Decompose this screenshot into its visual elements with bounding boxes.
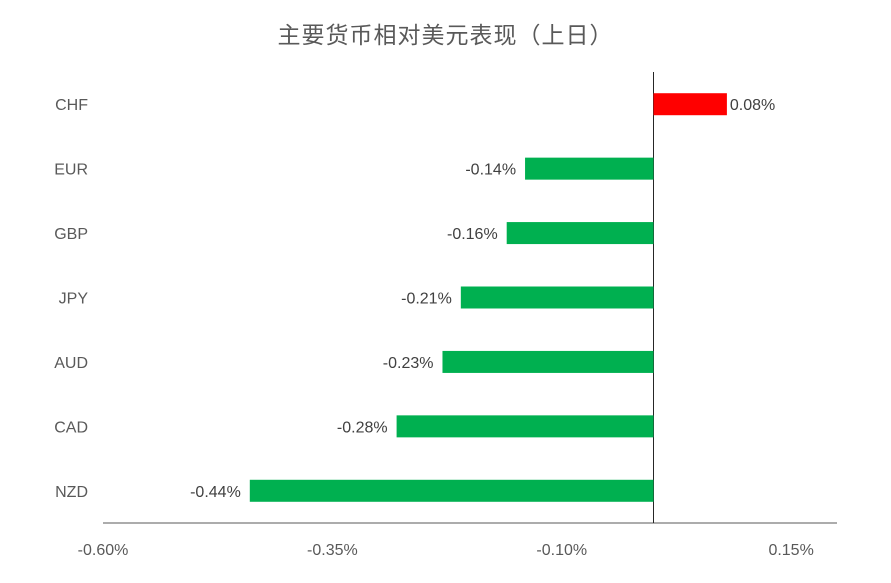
category-label: NZD xyxy=(55,484,88,501)
category-label: CAD xyxy=(54,419,88,436)
category-label: JPY xyxy=(59,291,89,308)
chart-title: 主要货币相对美元表现（上日） xyxy=(277,23,614,49)
x-tick-label: -0.35% xyxy=(307,542,358,559)
category-label: CHF xyxy=(55,97,88,114)
bar-aud xyxy=(442,350,654,373)
bar-nzd xyxy=(249,479,654,502)
data-label: 0.08% xyxy=(730,97,775,114)
bar-gbp xyxy=(506,222,654,245)
bar-chf xyxy=(653,93,727,116)
data-label: -0.14% xyxy=(465,162,516,179)
bar-eur xyxy=(525,157,654,180)
data-label: -0.44% xyxy=(190,484,241,501)
category-label: EUR xyxy=(54,162,88,179)
category-label: GBP xyxy=(54,226,88,243)
data-label: -0.23% xyxy=(383,355,434,372)
data-label: -0.16% xyxy=(447,226,498,243)
data-label: -0.21% xyxy=(401,291,452,308)
x-tick-label: -0.10% xyxy=(536,542,587,559)
bar-cad xyxy=(396,415,654,438)
x-tick-label: 0.15% xyxy=(768,542,813,559)
category-label: AUD xyxy=(54,355,88,372)
data-label: -0.28% xyxy=(337,419,388,436)
x-tick-label: -0.60% xyxy=(78,542,129,559)
bar-jpy xyxy=(460,286,654,309)
